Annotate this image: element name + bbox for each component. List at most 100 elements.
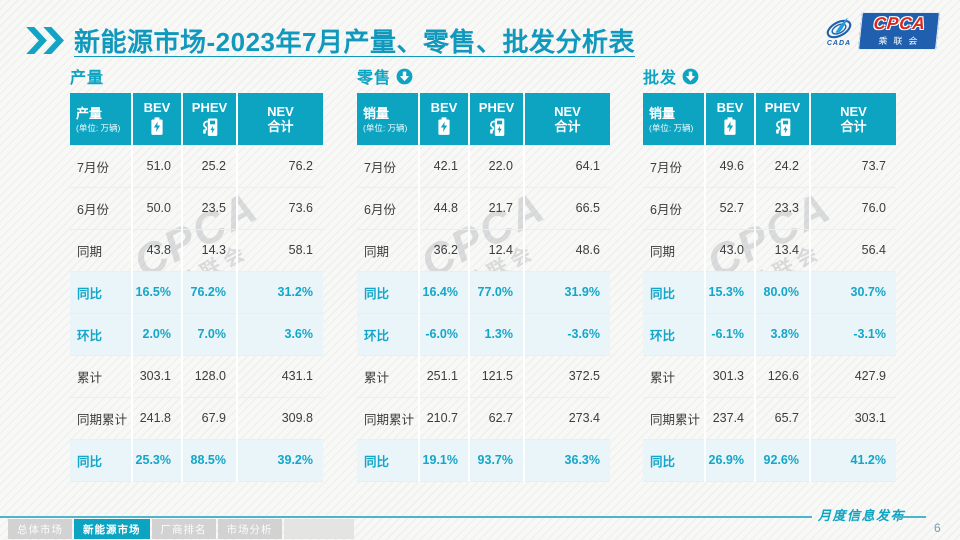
phev-value: 23.5 xyxy=(181,186,237,229)
table-row-highlight: 同比 19.1% 93.7% 36.3% xyxy=(357,438,610,482)
phev-label: PHEV xyxy=(764,100,801,116)
nev-value: 3.6% xyxy=(236,312,323,355)
metric-label: 销量 xyxy=(649,106,676,122)
phev-value: 7.0% xyxy=(181,312,237,355)
table-row: 同期累计 237.4 65.7 303.1 xyxy=(643,396,896,439)
table-row-highlight: 同比 16.5% 76.2% 31.2% xyxy=(70,270,323,313)
table-header-row: 销量 (单位: 万辆) BEV xyxy=(643,93,896,145)
table-row: 同期 43.0 13.4 56.4 xyxy=(643,228,896,271)
nev-value: 73.7 xyxy=(809,144,896,187)
bev-header-cell: BEV xyxy=(131,93,182,145)
tab-market-analysis[interactable]: 市场分析 xyxy=(217,519,282,539)
table-row-highlight: 同比 15.3% 80.0% 30.7% xyxy=(643,270,896,313)
bev-label: BEV xyxy=(716,100,744,116)
section-title-wholesale: 批发 xyxy=(643,64,896,88)
bev-value: 2.0% xyxy=(131,312,182,355)
phev-value: 21.7 xyxy=(468,186,524,229)
bev-value: -6.1% xyxy=(704,312,755,355)
cpca-logo: CADA CPCA 乘联会 xyxy=(821,12,940,50)
tab-overall-market[interactable]: 总体市场 xyxy=(8,519,72,539)
nev-value: 303.1 xyxy=(809,396,896,439)
phev-value: 121.5 xyxy=(468,354,524,397)
table-row: 7月份 42.1 22.0 64.1 xyxy=(357,144,610,187)
nev-value: 273.4 xyxy=(523,396,610,439)
table-header-row: 产量 (单位: 万辆) BEV xyxy=(70,93,323,145)
nev-value: 48.6 xyxy=(523,228,610,271)
row-label: 同比 xyxy=(357,438,419,482)
phev-label: PHEV xyxy=(478,100,515,116)
table-row: 7月份 49.6 24.2 73.7 xyxy=(643,144,896,187)
page-title-emphasis: 新能源市场 xyxy=(74,27,207,57)
cada-swoosh-icon: CADA xyxy=(821,15,857,47)
panel-wholesale: 批发 CPCA 乘联会 销量 (单位: 万辆) BEV xyxy=(643,64,896,482)
phev-header-cell: PHEV xyxy=(754,93,810,145)
metric-label: 产量 xyxy=(76,106,103,122)
row-label: 同期 xyxy=(70,228,132,271)
row-label: 累计 xyxy=(357,354,419,397)
page-title: 新能源市场-2023年7月产量、零售、批发分析表 xyxy=(74,22,635,59)
bev-value: 42.1 xyxy=(418,144,469,187)
nev-value: 427.9 xyxy=(809,354,896,397)
phev-value: 12.4 xyxy=(468,228,524,271)
bev-value: 16.5% xyxy=(131,270,182,313)
metric-header-cell: 产量 (单位: 万辆) xyxy=(70,93,132,145)
phev-value: 88.5% xyxy=(181,438,237,482)
nev-value: 431.1 xyxy=(236,354,323,397)
double-chevron-icon xyxy=(26,27,64,54)
charger-icon xyxy=(470,116,523,137)
footer-nav: 总体市场 新能源市场 厂商排名 市场分析 xyxy=(8,519,354,539)
table-row-highlight: 环比 2.0% 7.0% 3.6% xyxy=(70,312,323,355)
phev-value: 76.2% xyxy=(181,270,237,313)
page-title-rest: -2023年7月产量、零售、批发分析表 xyxy=(206,27,635,57)
nev-value: 73.6 xyxy=(236,186,323,229)
row-label: 7月份 xyxy=(357,144,419,187)
row-label: 环比 xyxy=(70,312,132,355)
bev-value: 15.3% xyxy=(704,270,755,313)
panel-production: 产量 CPCA 乘联会 产量 (单位: 万辆) BEV xyxy=(70,64,323,482)
charger-icon xyxy=(183,116,236,137)
bev-value: 43.8 xyxy=(131,228,182,271)
nev-value: 36.3% xyxy=(523,438,610,482)
bev-value: -6.0% xyxy=(418,312,469,355)
cpca-badge: CPCA 乘联会 xyxy=(858,12,940,50)
nev-label-line2: 合计 xyxy=(554,118,581,134)
row-label: 同比 xyxy=(643,438,705,482)
table-row: 6月份 50.0 23.5 73.6 xyxy=(70,186,323,229)
production-table: 产量 (单位: 万辆) BEV xyxy=(70,93,323,482)
row-label: 累计 xyxy=(70,354,132,397)
row-label: 6月份 xyxy=(70,186,132,229)
phev-value: 80.0% xyxy=(754,270,810,313)
tab-nev-market[interactable]: 新能源市场 xyxy=(74,519,150,539)
table-row-highlight: 同比 26.9% 92.6% 41.2% xyxy=(643,438,896,482)
nev-label-line1: NEV xyxy=(554,103,581,119)
footer-rule-short xyxy=(894,516,926,518)
tab-oem-ranking[interactable]: 厂商排名 xyxy=(151,519,216,539)
phev-value: 62.7 xyxy=(468,396,524,439)
row-label: 同期累计 xyxy=(357,396,419,439)
bev-value: 52.7 xyxy=(704,186,755,229)
bev-value: 25.3% xyxy=(131,438,182,482)
battery-icon xyxy=(420,116,468,137)
bev-header-cell: BEV xyxy=(418,93,469,145)
nev-header-cell: NEV 合计 xyxy=(809,93,896,145)
phev-header-cell: PHEV xyxy=(468,93,524,145)
bev-value: 51.0 xyxy=(131,144,182,187)
cpca-acronym: CPCA xyxy=(872,14,927,33)
table-row-highlight: 同比 16.4% 77.0% 31.9% xyxy=(357,270,610,313)
wholesale-table: 销量 (单位: 万辆) BEV xyxy=(643,93,896,482)
table-row: 6月份 52.7 23.3 76.0 xyxy=(643,186,896,229)
row-label: 6月份 xyxy=(643,186,705,229)
row-label: 同比 xyxy=(70,438,132,482)
row-label: 环比 xyxy=(643,312,705,355)
cpca-chinese-name: 乘联会 xyxy=(877,36,924,46)
phev-value: 77.0% xyxy=(468,270,524,313)
nev-value: 58.1 xyxy=(236,228,323,271)
row-label: 同期 xyxy=(357,228,419,271)
nev-value: 31.2% xyxy=(236,270,323,313)
nev-value: 39.2% xyxy=(236,438,323,482)
tab-blank xyxy=(283,519,354,539)
nev-value: 31.9% xyxy=(523,270,610,313)
nev-value: 372.5 xyxy=(523,354,610,397)
panel-retail: 零售 CPCA 乘联会 销量 (单位: 万辆) BEV xyxy=(357,64,610,482)
